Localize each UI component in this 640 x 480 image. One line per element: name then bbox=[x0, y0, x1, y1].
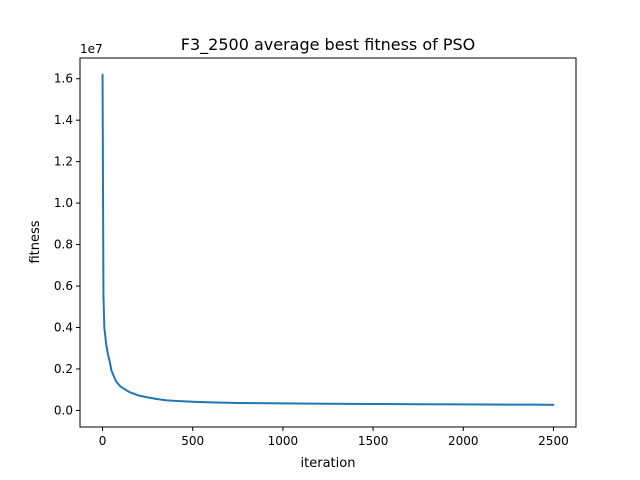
y-offset-label: 1e7 bbox=[80, 42, 103, 56]
y-tick-label: 0.0 bbox=[54, 403, 73, 417]
x-axis-ticks: 0 500 1000 1500 2000 2500 bbox=[99, 427, 569, 448]
x-axis-label: iteration bbox=[301, 456, 356, 471]
y-axis-ticks: 0.0 0.2 0.4 0.6 0.8 1.0 1.2 1.4 1.6 bbox=[54, 72, 80, 417]
y-tick-label: 0.2 bbox=[54, 362, 73, 376]
y-tick-label: 0.6 bbox=[54, 279, 73, 293]
series-layer bbox=[101, 73, 555, 406]
y-tick-label: 1.2 bbox=[54, 155, 73, 169]
plot-area-frame bbox=[79, 57, 577, 428]
y-axis-label: fitness bbox=[28, 220, 43, 263]
x-tick-label: 1500 bbox=[358, 434, 389, 448]
y-tick-label: 1.4 bbox=[54, 113, 73, 127]
x-tick-label: 2500 bbox=[538, 434, 569, 448]
chart-title: F3_2500 average best fitness of PSO bbox=[181, 35, 475, 55]
y-tick-label: 1.6 bbox=[54, 72, 73, 86]
series-line bbox=[101, 73, 555, 406]
y-tick-label: 0.8 bbox=[54, 238, 73, 252]
x-tick-label: 500 bbox=[181, 434, 204, 448]
y-tick-label: 0.4 bbox=[54, 320, 73, 334]
x-tick-label: 0 bbox=[99, 434, 107, 448]
y-tick-label: 1.0 bbox=[54, 196, 73, 210]
x-tick-label: 2000 bbox=[448, 434, 479, 448]
x-tick-label: 1000 bbox=[268, 434, 299, 448]
